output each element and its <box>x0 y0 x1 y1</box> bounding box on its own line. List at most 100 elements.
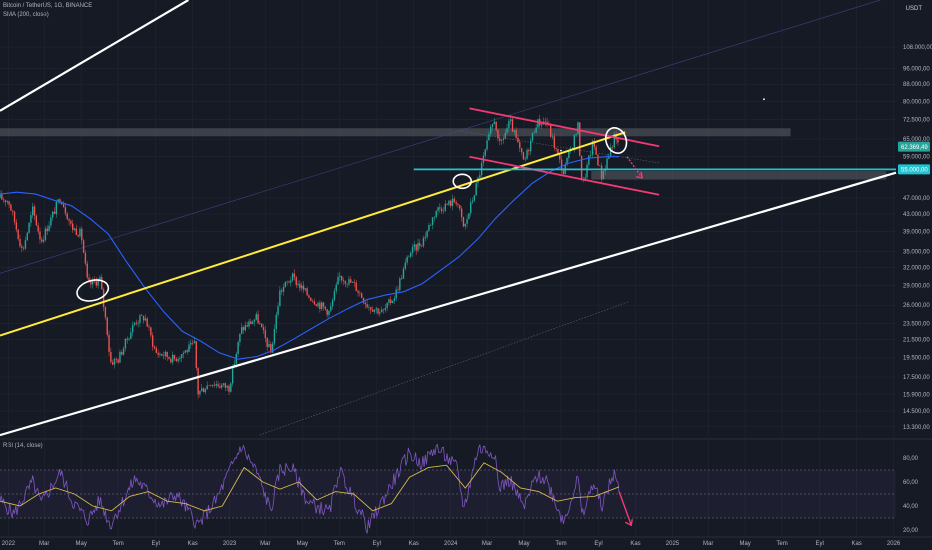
x-tick-label: Tem <box>776 541 787 547</box>
candle-body <box>41 239 43 242</box>
candle-body <box>119 352 121 363</box>
channel-upper-line <box>0 0 189 112</box>
y-tick-label: 43.000,00 <box>903 212 930 218</box>
candle-body <box>495 121 497 131</box>
candle-body <box>326 309 328 315</box>
candle-body <box>197 368 199 395</box>
candle-body <box>331 300 334 307</box>
candle-body <box>255 314 257 320</box>
candle-body <box>2 199 5 201</box>
candle-body <box>360 293 363 298</box>
y-tick-label: 19.500,00 <box>903 355 930 361</box>
candle-body <box>217 384 219 387</box>
candle-body <box>484 149 486 156</box>
candle-body <box>281 290 283 292</box>
y-tick-label: 47.000,00 <box>903 196 930 202</box>
candle-body <box>175 358 177 362</box>
candle-body <box>215 384 217 386</box>
candle-body <box>33 206 36 216</box>
x-tick-label: Mar <box>703 541 713 547</box>
candle-body <box>519 142 521 149</box>
candle-body <box>459 205 461 209</box>
candle-body <box>450 200 452 207</box>
candle-body <box>302 285 305 290</box>
candle-body <box>193 341 196 344</box>
candle-body <box>373 309 376 312</box>
candle-body <box>170 358 172 363</box>
candle-body <box>611 147 614 148</box>
candle-body <box>393 298 396 301</box>
candle-body <box>275 314 277 329</box>
candle-body <box>162 355 165 357</box>
candle-body <box>308 295 310 298</box>
candle-body <box>48 225 50 232</box>
wedge-bottom-line <box>469 155 660 196</box>
candle-body <box>475 183 477 196</box>
candle-body <box>339 275 341 277</box>
annotation-dot <box>560 149 562 152</box>
candle-body <box>422 237 425 246</box>
candle-body <box>506 128 508 133</box>
candle-body <box>261 323 263 328</box>
candle-body <box>386 302 388 309</box>
y-tick-label: 59.000,00 <box>903 155 930 161</box>
candle-body <box>606 158 608 169</box>
candle-body <box>428 225 430 231</box>
candle-body <box>597 154 599 166</box>
candle-body <box>562 170 565 175</box>
candle-body <box>191 342 194 344</box>
candle-body <box>39 231 41 240</box>
candle-body <box>368 307 370 308</box>
candle-body <box>121 352 123 355</box>
candle-body <box>446 203 448 205</box>
candle-body <box>141 315 143 317</box>
rsi-arrow-line <box>618 491 632 526</box>
candle-body <box>153 346 156 349</box>
candle-body <box>397 289 399 291</box>
x-tick-label: May <box>297 541 308 547</box>
candle-body <box>8 201 10 205</box>
candle-body <box>253 319 256 322</box>
candle-body <box>379 312 381 314</box>
candle-body <box>295 277 297 285</box>
candle-body <box>453 198 456 203</box>
candle-body <box>10 204 12 211</box>
y-tick-label: 15.900,00 <box>903 392 930 398</box>
sma-legend: SMA (200, close) <box>3 12 49 18</box>
candle-body <box>399 278 401 290</box>
candle-body <box>171 354 174 363</box>
rsi-tick-label: 40,00 <box>903 504 919 510</box>
x-tick-label: Tem <box>112 541 123 547</box>
candle-body <box>37 225 39 232</box>
candle-body <box>513 130 516 132</box>
candle-body <box>533 132 536 134</box>
candle-body <box>108 334 110 352</box>
x-tick-label: May <box>739 541 750 547</box>
candle-body <box>68 219 70 221</box>
candle-body <box>151 335 154 347</box>
candle-body <box>395 289 397 299</box>
candle-body <box>122 348 125 355</box>
candle-body <box>239 333 241 343</box>
candle-body <box>464 223 466 227</box>
candle-body <box>233 363 236 367</box>
candle-body <box>457 203 459 206</box>
candle-body <box>522 152 525 160</box>
rsi-ma-line <box>0 462 620 512</box>
candle-body <box>42 239 45 242</box>
candle-body <box>366 304 368 308</box>
channel-lower-line <box>0 171 897 437</box>
x-tick-label: 2025 <box>666 541 680 547</box>
candle-body <box>591 140 594 155</box>
candle-body <box>208 385 210 387</box>
candle-body <box>32 206 34 216</box>
x-tick-label: Eyl <box>594 541 602 547</box>
touch-circle-2024 <box>452 173 473 190</box>
rsi-tick-label: 20,00 <box>903 528 919 534</box>
candle-body <box>15 222 18 230</box>
candle-body <box>488 133 490 141</box>
x-tick-label: Kas <box>409 541 419 547</box>
y-tick-label: 29.000,00 <box>903 283 930 289</box>
candle-body <box>246 325 248 327</box>
